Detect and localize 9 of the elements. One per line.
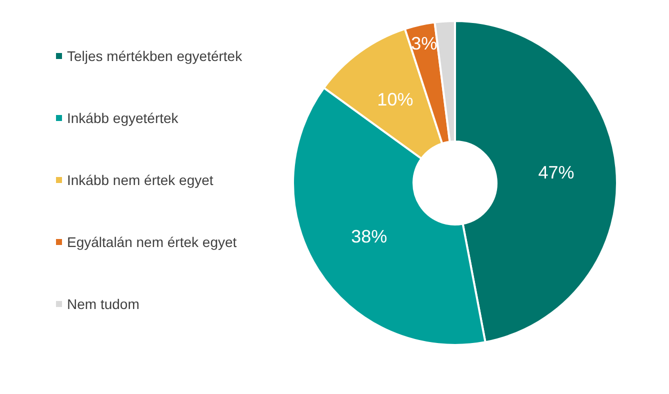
legend-label: Inkább nem értek egyet (67, 172, 214, 188)
legend-label: Nem tudom (67, 296, 140, 312)
data-label: 3% (411, 34, 438, 54)
data-label: 10% (377, 90, 414, 110)
data-label: 38% (351, 226, 388, 246)
data-label: 47% (538, 162, 574, 182)
legend-label: Inkább egyetértek (67, 110, 178, 126)
legend-label: Egyáltalán nem értek egyet (67, 234, 237, 250)
legend-label: Teljes mértékben egyetértek (67, 48, 242, 64)
